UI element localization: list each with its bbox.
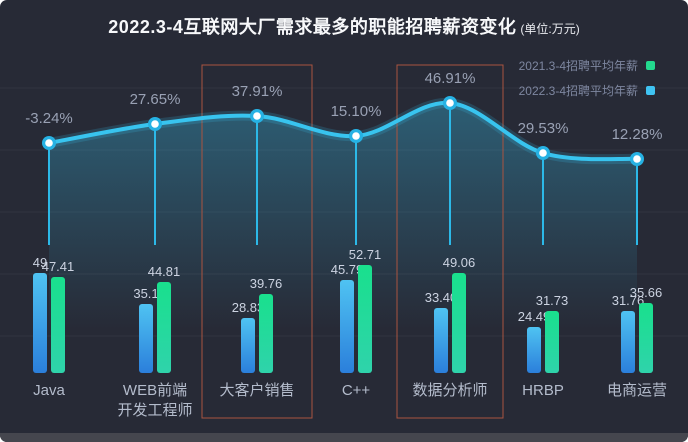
line-marker-core-7 [633,155,641,163]
bar-value-label: 47.41 [41,258,75,274]
line-value-label-7: 12.28% [611,126,663,143]
line-marker-core-2 [151,120,159,128]
bar-value-label: 31.76 [611,293,645,309]
page-title: 2022.3-4互联网大厂需求最多的职能招聘薪资变化 [108,17,517,37]
bar-green-2[interactable]: 44.81 [148,264,180,373]
line-marker-core-3 [253,112,261,120]
bar-value-label: 35.66 [629,284,663,300]
bar-value-label: 44.81 [147,264,181,280]
bar-value-label: 33.40 [424,289,458,305]
bar-value-label: 52.71 [348,247,382,262]
line-value-label-6: 29.53% [517,120,569,137]
bar-pair-4: 45.79 52.71 [331,247,381,373]
category-label-1: Java [33,382,65,399]
chart-header: 2022.3-4互联网大厂需求最多的职能招聘薪资变化 (单位:万元) [0,0,688,39]
bar-blue-4[interactable]: 45.79 [331,262,363,373]
bar-value-label: 39.76 [249,275,283,291]
line-marker-core-6 [539,149,547,157]
bar-value-label: 28.83 [231,299,265,315]
category-label-6: HRBP [522,382,564,399]
bar-green-7[interactable]: 35.66 [630,285,662,373]
bar-green-6[interactable]: 31.73 [536,293,568,373]
highlight-box-2 [396,64,504,419]
highlight-box-1 [201,64,313,419]
line-value-label-5: 46.91% [424,70,476,87]
category-label-2: WEB前端 开发工程师 [117,382,193,419]
bar-pair-6: 24.49 31.73 [518,293,568,373]
line-marker-core-1 [45,139,53,147]
bar-value-label: 49 [32,255,48,271]
category-label-5: 数据分析师 [412,382,488,399]
line-marker-core-5 [446,99,454,107]
legend: 2021.3-4招聘平均年薪 2022.3-4招聘平均年薪 [519,57,655,99]
bar-value-label: 35.1 [133,285,159,301]
bar-value-label: 31.73 [535,293,569,309]
line-marker-core-4 [352,132,360,140]
title-unit: (单位:万元) [520,22,580,36]
category-label-4: C++ [341,382,371,399]
bar-blue-5[interactable]: 33.40 [425,290,457,373]
bar-blue-6[interactable]: 24.49 [518,309,550,373]
line-area-fill [49,102,637,330]
category-label-7: 电商运营 [606,382,667,399]
line-value-label-2: 27.65% [129,91,181,108]
legend-label: 2021.3-4招聘平均年薪 [518,59,638,73]
line-value-label-3: 37.91% [231,83,283,100]
bar-green-4[interactable]: 52.71 [349,247,381,373]
bar-value-label: 24.49 [517,309,551,325]
legend-swatch-icon [646,86,655,95]
legend-item-2[interactable]: 2022.3-4招聘平均年薪 [519,82,655,99]
bar-pair-7: 31.76 35.66 [612,285,662,373]
bar-blue-1[interactable]: 49 [33,255,47,373]
bar-pair-2: 35.1 44.81 [133,264,180,373]
bar-pair-1: 49 47.41 [33,255,74,373]
bar-pair-3: 28.83 39.76 [232,276,282,373]
footer-strip [0,433,688,442]
bar-green-3[interactable]: 39.76 [250,276,282,373]
bar-value-label: 49.06 [442,255,476,271]
bar-blue-7[interactable]: 31.76 [612,293,644,373]
bar-blue-2[interactable]: 35.1 [133,286,159,373]
line-value-label-4: 15.10% [330,103,382,120]
bar-value-label: 45.79 [330,262,364,278]
line-value-label-1: -3.24% [25,110,73,127]
bar-blue-3[interactable]: 28.83 [232,300,264,373]
bar-green-5[interactable]: 49.06 [443,255,475,373]
bar-pair-5: 33.40 49.06 [425,255,475,373]
legend-label: 2022.3-4招聘平均年薪 [518,84,638,98]
bar-green-1[interactable]: 47.41 [42,259,74,373]
legend-item-1[interactable]: 2021.3-4招聘平均年薪 [519,57,655,74]
legend-swatch-icon [646,61,655,70]
category-label-3: 大客户销售 [219,382,295,399]
